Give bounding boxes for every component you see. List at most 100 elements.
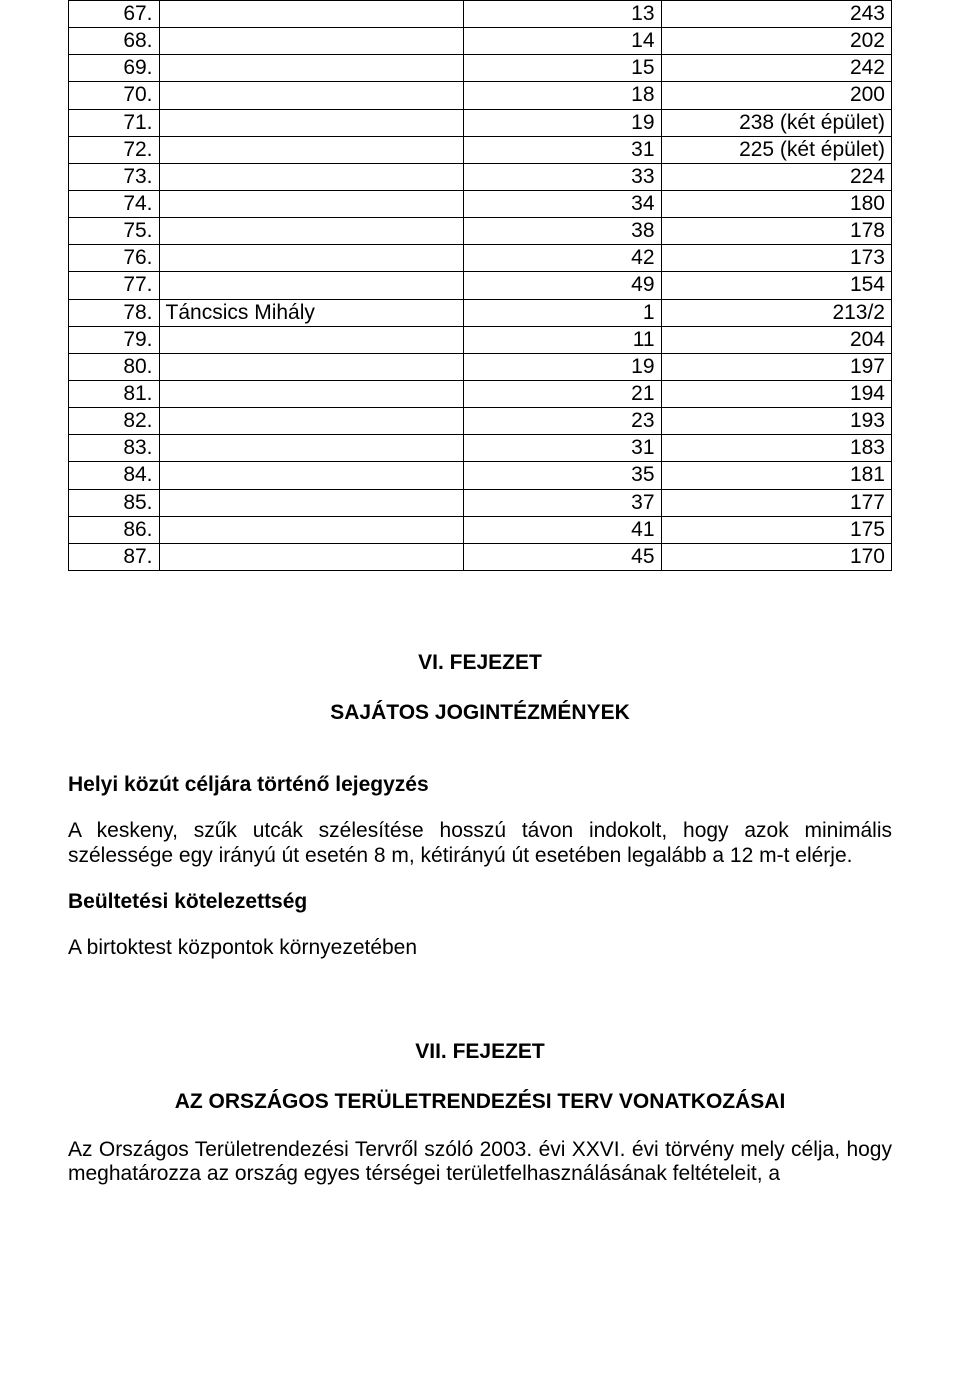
table-row: 75. 38178 [69,218,892,245]
cell-name [159,245,464,272]
chapter6-subtitle: SAJÁTOS JOGINTÉZMÉNYEK [68,701,892,725]
section2-body: A birtoktest központok környezetében [68,936,892,960]
cell-num: 49 [464,272,662,299]
cell-name [159,55,464,82]
cell-name [159,109,464,136]
table-row: 67.13243 [69,1,892,28]
cell-val: 178 [661,218,891,245]
cell-idx: 71. [69,109,160,136]
table-row: 73.33224 [69,163,892,190]
cell-num: 21 [464,380,662,407]
table-row: 84. 35181 [69,462,892,489]
cell-name [159,82,464,109]
table-row: 87. 45170 [69,543,892,570]
cell-idx: 73. [69,163,160,190]
table-row: 86.41175 [69,516,892,543]
table-row: 80. 19197 [69,353,892,380]
cell-val: 181 [661,462,891,489]
table-row: 74.34180 [69,190,892,217]
cell-name [159,163,464,190]
cell-name: Táncsics Mihály [159,299,464,326]
cell-val: 242 [661,55,891,82]
cell-name [159,136,464,163]
cell-num: 45 [464,543,662,570]
table-row: 68. 14202 [69,28,892,55]
cell-num: 34 [464,190,662,217]
cell-name [159,272,464,299]
section1-body: A keskeny, szűk utcák szélesítése hosszú… [68,819,892,867]
cell-val: 154 [661,272,891,299]
cell-val: 180 [661,190,891,217]
table-row: 69. 15242 [69,55,892,82]
cell-val: 204 [661,326,891,353]
cell-idx: 82. [69,408,160,435]
cell-idx: 70. [69,82,160,109]
cell-idx: 81. [69,380,160,407]
cell-idx: 69. [69,55,160,82]
table-row: 70.18200 [69,82,892,109]
cell-idx: 77. [69,272,160,299]
cell-num: 11 [464,326,662,353]
cell-idx: 78. [69,299,160,326]
cell-val: 213/2 [661,299,891,326]
cell-idx: 84. [69,462,160,489]
cell-name [159,489,464,516]
cell-name [159,28,464,55]
table-row: 81.21194 [69,380,892,407]
cell-idx: 75. [69,218,160,245]
section2-title: Beültetési kötelezettség [68,890,892,914]
cell-idx: 79. [69,326,160,353]
table-row: 83.31183 [69,435,892,462]
table-row: 76.42173 [69,245,892,272]
cell-num: 37 [464,489,662,516]
cell-val: 177 [661,489,891,516]
cell-num: 13 [464,1,662,28]
cell-num: 31 [464,435,662,462]
cell-idx: 86. [69,516,160,543]
cell-idx: 68. [69,28,160,55]
cell-num: 19 [464,109,662,136]
cell-val: 173 [661,245,891,272]
cell-val: 197 [661,353,891,380]
cell-name [159,380,464,407]
cell-num: 38 [464,218,662,245]
cell-val: 225 (két épület) [661,136,891,163]
cell-name [159,435,464,462]
chapter7-body: Az Országos Területrendezési Tervről szó… [68,1138,892,1186]
cell-idx: 80. [69,353,160,380]
cell-num: 31 [464,136,662,163]
table-row: 77. 49154 [69,272,892,299]
cell-name [159,543,464,570]
table-row: 72. 31225 (két épület) [69,136,892,163]
cell-num: 33 [464,163,662,190]
cell-num: 14 [464,28,662,55]
cell-num: 19 [464,353,662,380]
cell-name [159,462,464,489]
cell-num: 1 [464,299,662,326]
cell-num: 18 [464,82,662,109]
cell-name [159,190,464,217]
cell-val: 243 [661,1,891,28]
cell-name [159,516,464,543]
table-row: 71.19238 (két épület) [69,109,892,136]
cell-name [159,1,464,28]
cell-idx: 87. [69,543,160,570]
data-table: 67.1324368.1420269.1524270.1820071.19238… [68,0,892,571]
cell-name [159,408,464,435]
cell-name [159,353,464,380]
cell-num: 35 [464,462,662,489]
cell-val: 202 [661,28,891,55]
cell-name [159,326,464,353]
cell-name [159,218,464,245]
cell-num: 41 [464,516,662,543]
cell-idx: 72. [69,136,160,163]
chapter6-title: VI. FEJEZET [68,651,892,675]
cell-num: 15 [464,55,662,82]
cell-val: 170 [661,543,891,570]
cell-val: 183 [661,435,891,462]
page: 67.1324368.1420269.1524270.1820071.19238… [0,0,960,1227]
chapter7-subtitle: AZ ORSZÁGOS TERÜLETRENDEZÉSI TERV VONATK… [68,1090,892,1114]
table-row: 85.37177 [69,489,892,516]
cell-num: 23 [464,408,662,435]
section1-title: Helyi közút céljára történő lejegyzés [68,773,892,797]
